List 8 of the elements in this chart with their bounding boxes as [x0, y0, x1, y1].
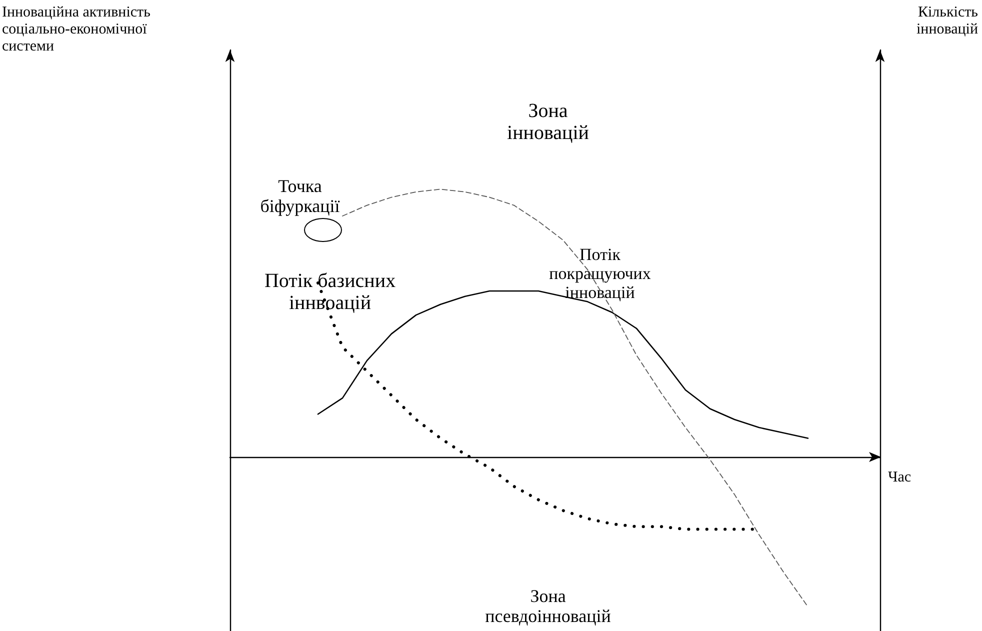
x-axis-title: Час [888, 470, 912, 486]
annotation: Потік базисних іннвоацій [264, 270, 396, 314]
annotation: Точка біфуркації [260, 176, 340, 216]
text: Кількість інновацій [916, 4, 978, 38]
text: Інноваційна активність соціально-економічної системи [2, 4, 151, 54]
text: Зона інновацій [507, 100, 590, 144]
annotation: Зона псевдоінновацій [485, 586, 612, 626]
annotation: Потік покращуючих інновацій [549, 245, 652, 302]
